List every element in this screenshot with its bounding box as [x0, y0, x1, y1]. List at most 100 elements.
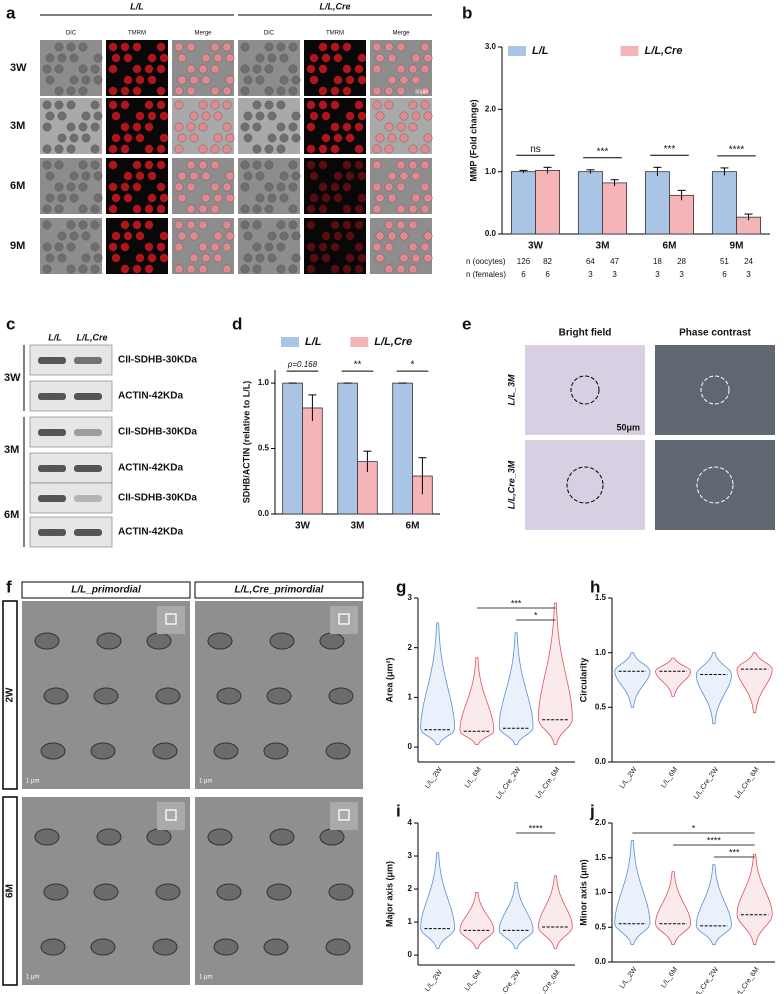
oocyte [210, 42, 220, 52]
oocyte [423, 253, 433, 263]
oocyte [135, 75, 145, 85]
y-tick-label: 2.0 [595, 818, 607, 827]
oocyte [420, 242, 430, 252]
oocyte [90, 100, 100, 110]
x-tick-label: 6M [406, 521, 420, 532]
oocyte [396, 204, 406, 214]
oocyte [372, 242, 382, 252]
oocyte [354, 220, 364, 230]
oocyte [420, 144, 430, 154]
bar [510, 171, 536, 235]
legend-swatch [620, 46, 639, 56]
oocyte [222, 144, 232, 154]
oocyte [309, 111, 319, 121]
y-tick-label: 1 [408, 917, 413, 926]
oocyte [174, 182, 184, 192]
oocyte [306, 100, 316, 110]
oocyte [42, 100, 52, 110]
oocyte [177, 53, 187, 63]
oocyte [291, 253, 301, 263]
oocyte [309, 171, 319, 181]
oocyte [375, 53, 385, 63]
oocyte [69, 171, 79, 181]
x-tick-label: L/L,Cre_2W [495, 969, 522, 994]
band [74, 393, 102, 400]
column-label: TMRM [128, 31, 146, 37]
column-label: Phase contrast [679, 328, 751, 339]
oocyte [78, 204, 88, 214]
table-label: n (females) [466, 270, 506, 279]
oocyte [108, 204, 118, 214]
oocyte [306, 242, 316, 252]
oocyte [189, 75, 199, 85]
oocyte [387, 231, 397, 241]
oocyte [132, 204, 142, 214]
y-tick-label: 4 [408, 818, 413, 827]
mitochondrion [207, 632, 233, 650]
scale-bar: 1 μm [26, 975, 39, 981]
significance: * [692, 823, 696, 833]
oocyte [210, 64, 220, 74]
y-axis-label: Circularity [578, 658, 588, 703]
table-value: 6 [521, 270, 526, 279]
oocyte [198, 144, 208, 154]
oocyte [159, 133, 169, 143]
row-label: 3W [10, 62, 27, 74]
oocyte [225, 75, 235, 85]
oocyte [111, 133, 121, 143]
oocyte [93, 75, 103, 85]
violin [420, 622, 456, 746]
oocyte [132, 86, 142, 96]
oocyte [408, 204, 418, 214]
y-tick-label: 2 [408, 884, 413, 893]
oocyte [288, 64, 298, 74]
y-axis-label: Major axis (μm) [384, 861, 394, 927]
oocyte [78, 220, 88, 230]
oocyte [45, 193, 55, 203]
oocyte [357, 171, 367, 181]
oocyte [198, 160, 208, 170]
oocyte [108, 64, 118, 74]
oocyte [69, 193, 79, 203]
oocyte [375, 193, 385, 203]
oocyte [156, 42, 166, 52]
band [74, 357, 102, 364]
oocyte [156, 160, 166, 170]
oocyte [57, 193, 67, 203]
group-label: 3W [4, 372, 21, 384]
oocyte [213, 253, 223, 263]
oocyte [66, 242, 76, 252]
oocyte [330, 42, 340, 52]
oocyte [291, 133, 301, 143]
oocyte [147, 111, 157, 121]
mitochondrion [266, 883, 292, 901]
oocyte [144, 144, 154, 154]
y-tick-label: 1.0 [258, 378, 270, 387]
oocyte [354, 64, 364, 74]
oocyte [330, 122, 340, 132]
oocyte [120, 264, 130, 274]
oocyte [225, 133, 235, 143]
band [38, 393, 66, 400]
oocyte [291, 231, 301, 241]
oocyte [252, 204, 262, 214]
oocyte [189, 133, 199, 143]
oocyte [69, 75, 79, 85]
mitochondrion [40, 742, 66, 760]
oocyte [372, 86, 382, 96]
oocyte [159, 231, 169, 241]
oocyte [174, 100, 184, 110]
oocyte [132, 64, 142, 74]
oocyte [123, 133, 133, 143]
oocyte [306, 64, 316, 74]
oocyte [108, 42, 118, 52]
panel-label: f [6, 577, 12, 596]
oocyte [198, 242, 208, 252]
oocyte [90, 264, 100, 274]
inset [330, 802, 358, 830]
oocyte [420, 42, 430, 52]
oocyte [81, 253, 91, 263]
oocyte [186, 182, 196, 192]
oocyte [384, 220, 394, 230]
oocyte [57, 53, 67, 63]
